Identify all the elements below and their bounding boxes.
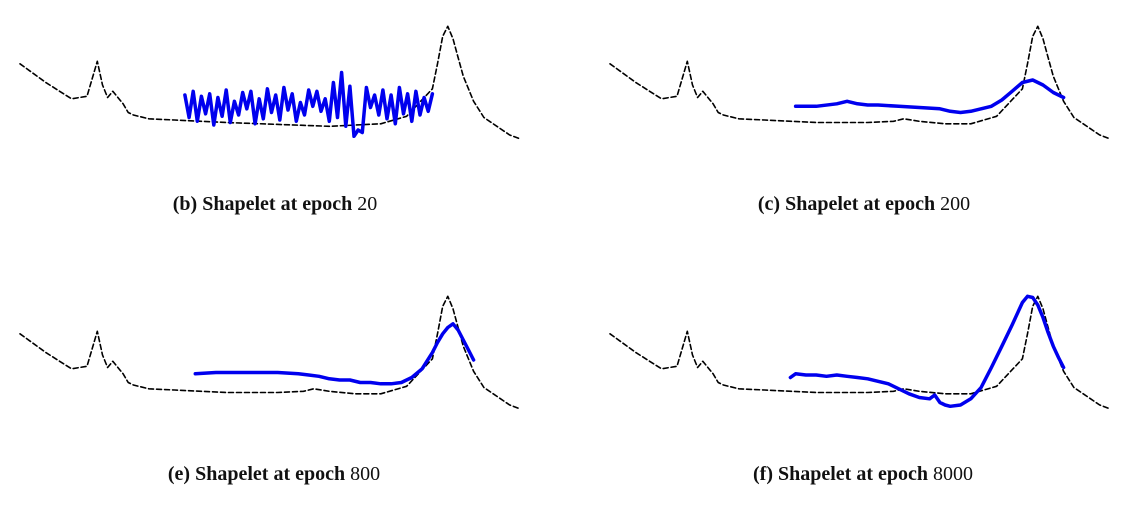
caption-e: (e) Shapelet at epoch 800	[168, 463, 380, 486]
chart-panel-c	[609, 25, 1111, 140]
caption-epoch: 200	[940, 193, 971, 215]
chart-panel-b	[19, 25, 521, 140]
caption-epoch: 20	[357, 193, 378, 215]
shapelet-line	[193, 322, 476, 386]
caption-prefix: (e)	[167, 463, 191, 485]
caption-f: (f) Shapelet at epoch 8000	[753, 463, 973, 486]
caption-prefix: (f)	[753, 463, 773, 485]
time-series-line	[609, 295, 1111, 410]
chart-panel-f	[609, 294, 1111, 410]
shapelet-line	[183, 70, 435, 139]
shapelet-line	[788, 294, 1066, 409]
caption-epoch: 8000	[932, 463, 973, 485]
caption-label: Shapelet at epoch	[785, 193, 936, 215]
caption-c: (c) Shapelet at epoch 200	[758, 193, 970, 216]
caption-prefix: (c)	[757, 193, 781, 215]
time-series-line	[609, 25, 1111, 140]
chart-panel-e	[19, 295, 521, 410]
caption-label: Shapelet at epoch	[777, 463, 928, 485]
caption-prefix: (b)	[172, 193, 198, 215]
caption-b: (b) Shapelet at epoch 20	[173, 193, 377, 216]
panel-f: (f) Shapelet at epoch 8000	[609, 290, 1120, 490]
panel-c: (c) Shapelet at epoch 200	[609, 20, 1120, 220]
caption-epoch: 800	[350, 463, 381, 485]
time-series-line	[19, 295, 521, 410]
panel-e: (e) Shapelet at epoch 800	[19, 290, 530, 490]
caption-label: Shapelet at epoch	[202, 193, 353, 215]
caption-label: Shapelet at epoch	[195, 463, 346, 485]
shapelet-line	[793, 78, 1066, 115]
time-series-line	[19, 25, 521, 140]
panel-b: (b) Shapelet at epoch 20	[19, 20, 530, 220]
